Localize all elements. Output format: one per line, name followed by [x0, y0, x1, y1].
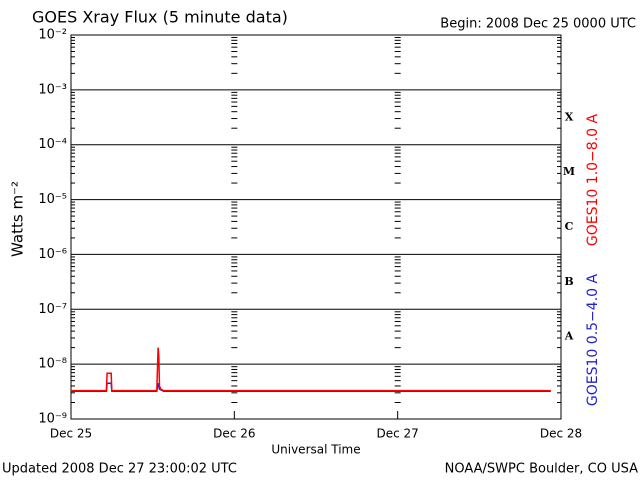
y-axis-label: Watts m⁻² [9, 181, 27, 257]
plot-frame [70, 34, 562, 420]
footer-right: NOAA/SWPC Boulder, CO USA [445, 462, 638, 477]
y-tick-label: 10⁻⁷ [38, 302, 67, 317]
x-tick-label: Dec 25 [50, 427, 92, 441]
flare-class: A [564, 330, 574, 343]
x-tick-label: Dec 26 [213, 427, 255, 441]
y-tick-label: 10⁻⁹ [38, 412, 67, 427]
legend-entry: GOES10 1.0−8.0 A [585, 114, 601, 247]
legend-entry: GOES10 0.5−4.0 A [585, 274, 601, 407]
flare-class: C [565, 220, 574, 233]
series-line [71, 347, 551, 392]
y-tick-label: 10⁻⁶ [38, 247, 67, 262]
y-tick-label: 10⁻² [38, 28, 67, 43]
y-tick-label: 10⁻⁴ [38, 137, 67, 152]
chart-title: GOES Xray Flux (5 minute data) [32, 8, 288, 27]
flare-class: X [565, 110, 574, 123]
flare-class: M [563, 165, 575, 178]
flare-class: B [564, 275, 573, 288]
y-tick-label: 10⁻⁵ [38, 192, 67, 207]
x-tick-label: Dec 27 [377, 427, 419, 441]
y-tick-label: 10⁻⁸ [38, 357, 67, 372]
footer-left: Updated 2008 Dec 27 23:00:02 UTC [2, 462, 237, 477]
y-tick-label: 10⁻³ [38, 82, 67, 97]
x-axis-label: Universal Time [271, 443, 360, 457]
x-tick-label: Dec 28 [540, 427, 582, 441]
chart-subtitle: Begin: 2008 Dec 25 0000 UTC [440, 17, 636, 32]
